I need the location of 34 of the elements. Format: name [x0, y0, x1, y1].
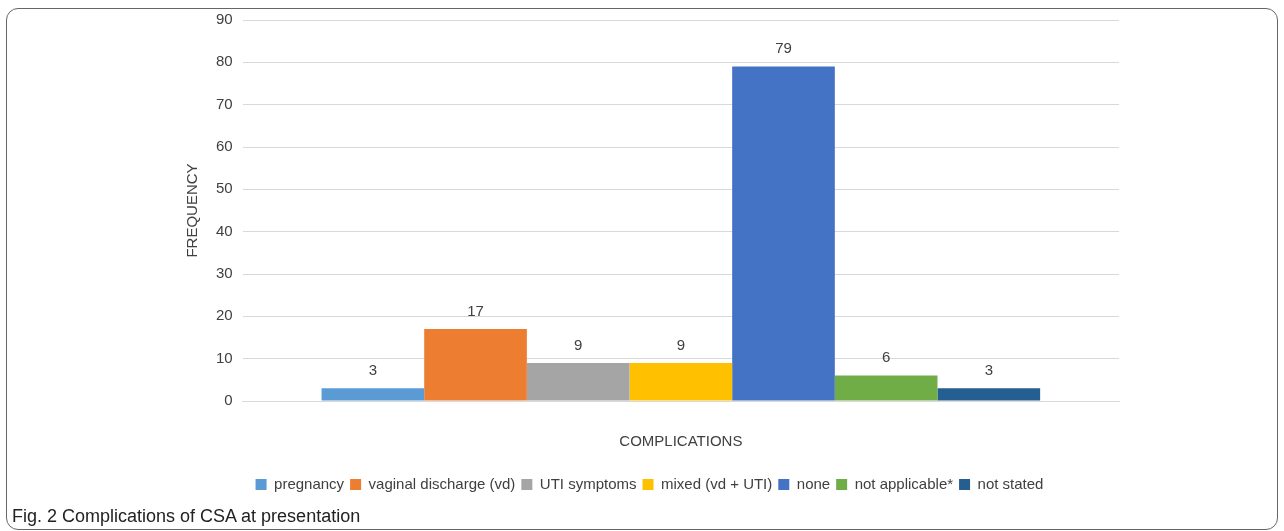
y-tick-label: 90 [216, 10, 233, 28]
caption: Fig. 2 Complications of CSA at presentation [12, 506, 361, 527]
y-tick-label: 80 [216, 52, 233, 70]
y-tick-label: 60 [216, 137, 233, 155]
legend-label: not stated [977, 474, 1044, 492]
x-axis-title: COMPLICATIONS [619, 432, 743, 450]
data-label: 3 [984, 360, 993, 378]
legend-label: UTI symptoms [539, 474, 637, 492]
bar [526, 362, 630, 401]
bar [937, 388, 1041, 401]
y-tick-label: 20 [216, 306, 233, 324]
legend-label: vaginal discharge (vd) [368, 474, 516, 492]
bar [732, 66, 835, 401]
data-label: 6 [881, 348, 891, 366]
bar [424, 329, 527, 401]
data-label: 9 [676, 335, 686, 353]
y-tick-label: 70 [216, 94, 233, 112]
data-label: 79 [775, 39, 792, 57]
legend-label: none [796, 474, 831, 492]
y-tick-label: 0 [224, 391, 233, 409]
data-label: 3 [368, 360, 378, 378]
y-tick-label: 50 [216, 179, 233, 197]
y-tick-label: 40 [216, 221, 233, 239]
y-tick-label: 10 [216, 348, 233, 366]
data-label: 9 [574, 335, 583, 353]
y-axis-title: FREQUENCY [183, 163, 201, 258]
legend-label: not applicable* [854, 474, 954, 492]
legend-label: mixed (vd + UTI) [661, 474, 773, 492]
bar [834, 375, 938, 401]
legend-label: pregnancy [274, 474, 345, 492]
y-tick-label: 30 [216, 264, 233, 282]
data-label: 17 [467, 301, 484, 319]
bar [629, 362, 733, 401]
bar [321, 388, 425, 401]
